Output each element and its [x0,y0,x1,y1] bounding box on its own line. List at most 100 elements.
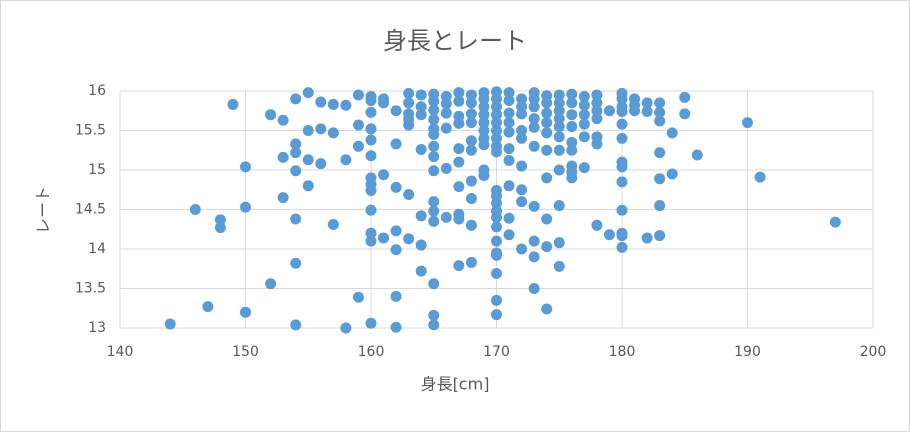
point [415,210,427,222]
point [491,101,502,113]
point [365,123,377,135]
x-tick-label: 190 [734,344,761,360]
point [415,109,427,121]
y-axis-title: レート [34,186,53,234]
point [516,108,528,120]
point [277,151,289,163]
point [277,192,289,204]
x-tick-label: 160 [358,344,385,360]
point [503,117,515,129]
point [403,119,415,131]
point [516,125,528,136]
point [428,215,440,227]
point [553,97,565,109]
point [453,213,465,225]
point [365,106,377,118]
point [465,219,477,231]
point [365,317,377,329]
point [240,161,251,173]
point [566,172,578,184]
point [302,87,314,99]
point [553,260,565,272]
point [516,160,528,172]
point [302,125,314,136]
point [829,216,841,228]
point [390,244,402,256]
point [566,121,578,133]
point [465,97,477,109]
point [528,113,540,125]
point [503,143,515,155]
point [315,158,327,170]
point [528,200,540,212]
point [691,149,703,161]
point [428,113,440,125]
point [290,138,302,150]
point [754,171,766,183]
point [378,169,390,181]
point [352,119,364,131]
point [603,105,615,117]
point [415,143,427,155]
point [541,97,553,109]
point [428,165,440,177]
point [290,147,302,159]
point [315,123,327,135]
point [491,211,502,223]
x-tick-label: 140 [107,344,134,360]
point [327,219,339,231]
point [352,291,364,303]
point [478,109,490,121]
point [478,125,490,136]
point [578,109,590,121]
point [654,173,666,185]
point [503,87,515,99]
point [641,97,653,109]
point [290,257,302,269]
point [528,140,540,152]
point [478,117,490,129]
point [365,94,377,106]
point [616,241,628,253]
point [503,107,515,119]
point [453,156,465,168]
point [491,221,502,233]
point [465,175,477,187]
point [390,321,402,333]
point [478,170,490,182]
point [553,121,565,133]
point [428,128,440,140]
point [453,117,465,129]
point [491,294,502,306]
point [503,94,515,106]
point [290,213,302,225]
x-tick-label: 150 [232,344,259,360]
point [365,150,377,162]
point [591,105,603,117]
point [553,131,565,143]
point [516,184,528,196]
point [340,322,352,334]
point [491,132,502,144]
point [164,318,176,330]
point [578,118,590,130]
point [503,229,515,241]
point [453,95,465,107]
point [491,309,502,321]
point [265,109,277,121]
point [478,101,490,113]
point [478,93,490,105]
point [390,181,402,193]
point [516,243,528,255]
point [528,93,540,105]
point [566,144,578,156]
point [277,114,289,126]
point [553,113,565,125]
point [214,214,226,226]
point [440,122,452,134]
point [453,181,465,193]
point [616,93,628,105]
point [378,97,390,109]
point [365,204,377,216]
